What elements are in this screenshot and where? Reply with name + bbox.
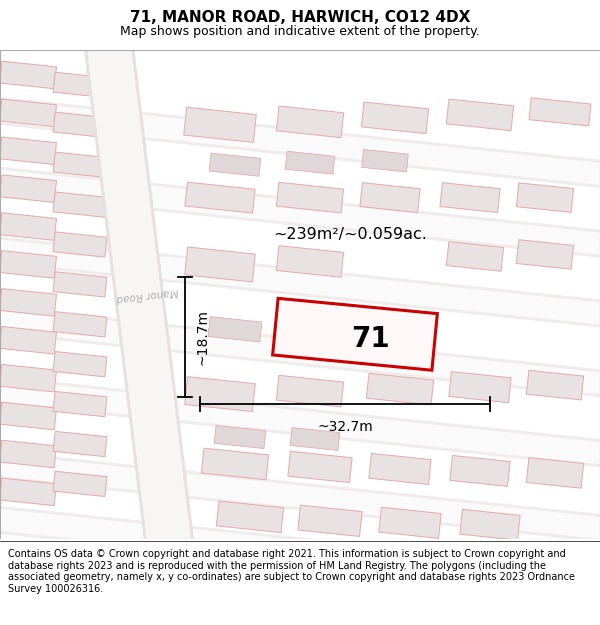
Polygon shape xyxy=(214,426,266,449)
Polygon shape xyxy=(185,182,255,213)
Polygon shape xyxy=(446,99,514,131)
Polygon shape xyxy=(0,239,600,326)
Polygon shape xyxy=(0,478,56,506)
Polygon shape xyxy=(450,456,510,486)
Polygon shape xyxy=(53,312,107,337)
Polygon shape xyxy=(517,183,574,213)
Polygon shape xyxy=(53,192,107,218)
Polygon shape xyxy=(0,402,56,430)
Polygon shape xyxy=(53,431,107,457)
Polygon shape xyxy=(517,240,574,269)
Polygon shape xyxy=(53,152,107,178)
Polygon shape xyxy=(290,428,340,451)
Polygon shape xyxy=(53,352,107,377)
Polygon shape xyxy=(53,272,107,297)
Polygon shape xyxy=(0,99,600,186)
Polygon shape xyxy=(272,298,437,370)
Polygon shape xyxy=(53,232,107,257)
Polygon shape xyxy=(83,37,195,552)
Polygon shape xyxy=(0,61,56,89)
Polygon shape xyxy=(0,99,56,127)
Polygon shape xyxy=(53,391,107,417)
Text: ~18.7m: ~18.7m xyxy=(195,309,209,365)
Polygon shape xyxy=(208,317,262,342)
Polygon shape xyxy=(53,471,107,496)
Polygon shape xyxy=(202,448,269,480)
Polygon shape xyxy=(0,505,600,598)
Polygon shape xyxy=(371,315,418,339)
Polygon shape xyxy=(0,453,600,540)
Polygon shape xyxy=(0,175,56,203)
Polygon shape xyxy=(86,38,192,551)
Polygon shape xyxy=(285,151,335,174)
Text: 71: 71 xyxy=(350,325,389,353)
Polygon shape xyxy=(0,96,600,189)
Polygon shape xyxy=(0,251,56,278)
Polygon shape xyxy=(0,378,600,465)
Polygon shape xyxy=(217,501,284,532)
Polygon shape xyxy=(0,450,600,543)
Polygon shape xyxy=(209,153,261,176)
Polygon shape xyxy=(277,106,344,138)
Polygon shape xyxy=(0,289,56,316)
Polygon shape xyxy=(0,166,600,259)
Polygon shape xyxy=(526,371,584,400)
Polygon shape xyxy=(184,107,256,142)
Text: ~32.7m: ~32.7m xyxy=(317,420,373,434)
Polygon shape xyxy=(185,247,255,282)
Polygon shape xyxy=(367,373,434,405)
Polygon shape xyxy=(526,458,584,488)
Polygon shape xyxy=(379,508,441,538)
Polygon shape xyxy=(360,182,420,213)
Polygon shape xyxy=(53,112,107,138)
Polygon shape xyxy=(298,505,362,536)
Text: ~239m²/~0.059ac.: ~239m²/~0.059ac. xyxy=(273,227,427,242)
Polygon shape xyxy=(529,98,591,126)
Polygon shape xyxy=(185,377,255,411)
Polygon shape xyxy=(0,508,600,595)
Polygon shape xyxy=(0,137,56,164)
Polygon shape xyxy=(0,169,600,256)
Polygon shape xyxy=(288,451,352,482)
Polygon shape xyxy=(0,306,600,398)
Polygon shape xyxy=(0,326,56,354)
Text: Map shows position and indicative extent of the property.: Map shows position and indicative extent… xyxy=(120,24,480,38)
Polygon shape xyxy=(362,149,409,172)
Polygon shape xyxy=(369,453,431,484)
Polygon shape xyxy=(361,102,428,134)
Polygon shape xyxy=(460,509,520,540)
Polygon shape xyxy=(277,376,344,407)
Polygon shape xyxy=(440,182,500,213)
Text: Manor Road: Manor Road xyxy=(115,286,179,303)
Polygon shape xyxy=(0,364,56,392)
Polygon shape xyxy=(277,182,344,213)
Polygon shape xyxy=(0,308,600,395)
Polygon shape xyxy=(53,72,107,98)
Polygon shape xyxy=(446,242,503,271)
Text: 71, MANOR ROAD, HARWICH, CO12 4DX: 71, MANOR ROAD, HARWICH, CO12 4DX xyxy=(130,10,470,25)
Polygon shape xyxy=(0,375,600,468)
Text: Contains OS data © Crown copyright and database right 2021. This information is : Contains OS data © Crown copyright and d… xyxy=(8,549,575,594)
Polygon shape xyxy=(0,213,56,241)
Polygon shape xyxy=(285,315,335,340)
Polygon shape xyxy=(0,236,600,328)
Polygon shape xyxy=(449,372,511,402)
Polygon shape xyxy=(277,246,344,278)
Polygon shape xyxy=(0,440,56,468)
